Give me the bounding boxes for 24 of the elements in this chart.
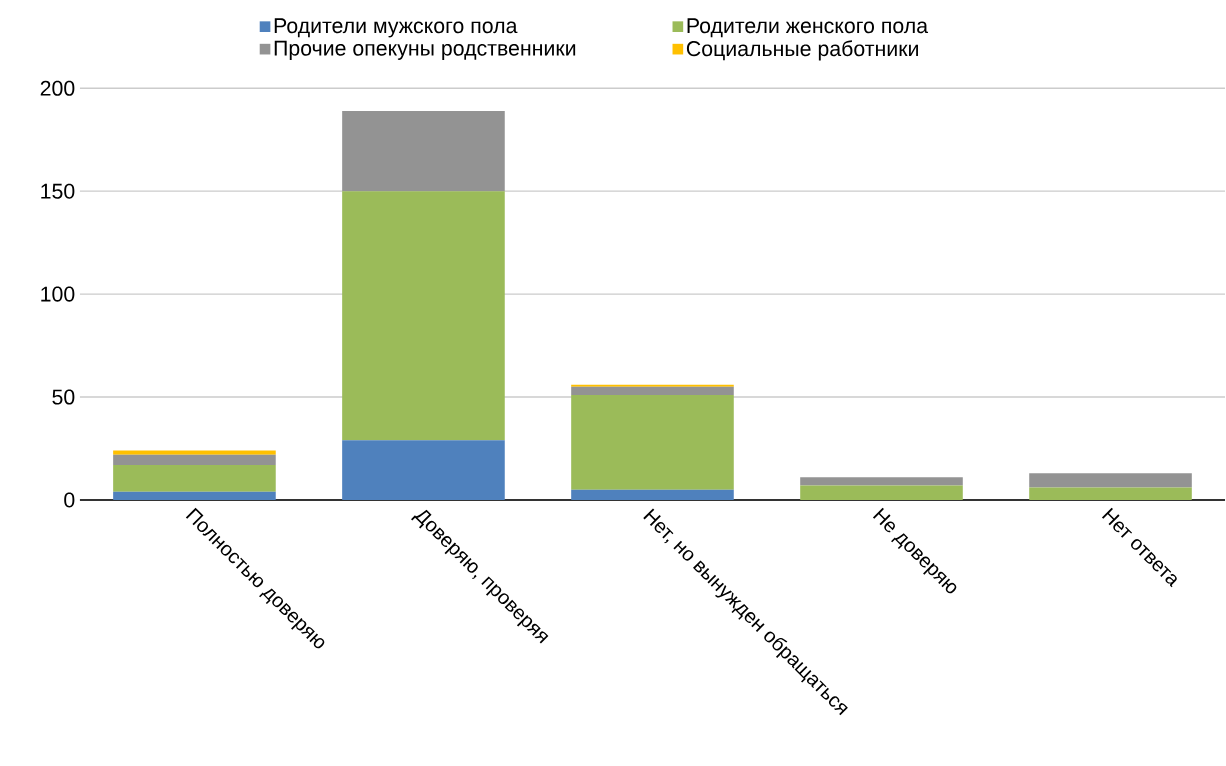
- y-tick-label: 100: [41, 286, 75, 302]
- bar: [1029, 472, 1192, 488]
- bar: [342, 190, 505, 441]
- y-tick-label: 50: [52, 389, 75, 405]
- bar: [571, 394, 734, 490]
- bar: [800, 477, 963, 486]
- legend-label: Родители женского пола: [687, 18, 929, 38]
- bar: [342, 440, 505, 500]
- bar: [800, 485, 963, 500]
- bar: [1029, 487, 1192, 500]
- bar: [113, 491, 276, 500]
- legend-label: Прочие опекуны родственники: [274, 40, 576, 60]
- y-tick-label: 150: [41, 183, 75, 199]
- legend-label: Социальные работники: [686, 40, 918, 61]
- legend-label: Родители мужского пола: [274, 18, 518, 38]
- bar: [571, 489, 734, 500]
- bar: [342, 110, 505, 191]
- bar: [113, 464, 276, 492]
- y-tick-label: 200: [40, 80, 75, 96]
- bar: [571, 386, 734, 395]
- y-tick-label: 0: [64, 492, 75, 508]
- bar: [113, 450, 276, 455]
- bar: [571, 384, 734, 387]
- bar: [113, 454, 276, 465]
